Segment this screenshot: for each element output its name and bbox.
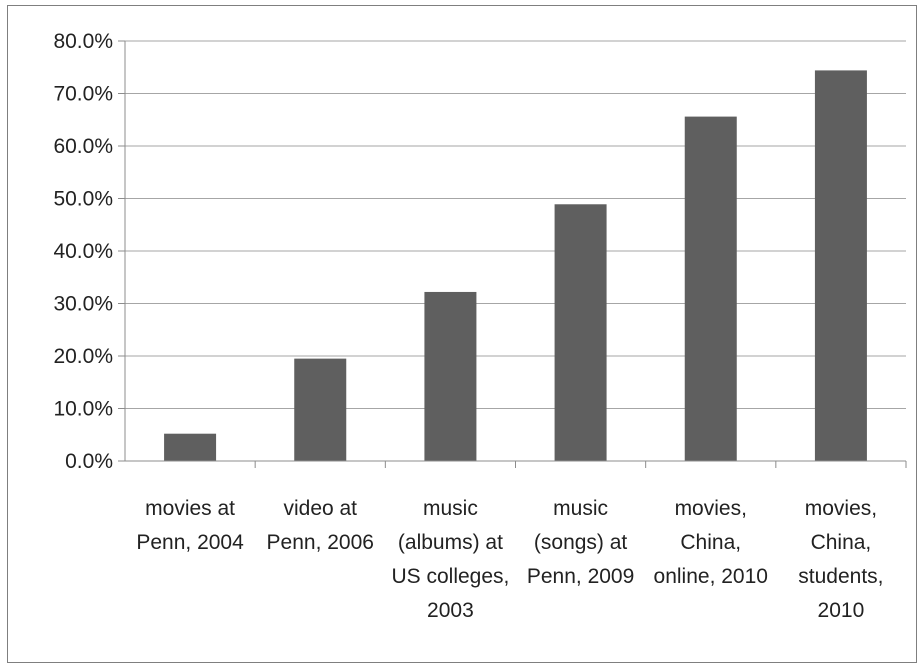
y-tick-label: 0.0% xyxy=(65,450,113,473)
axes xyxy=(118,40,907,468)
y-tick-label: 20.0% xyxy=(53,345,113,368)
chart-frame: 0.0% 10.0% 20.0% 30.0% 40.0% 50.0% 60.0% 70.0% 8… xyxy=(7,5,917,663)
bar xyxy=(814,70,867,462)
bar xyxy=(684,116,737,461)
bar xyxy=(424,291,477,461)
x-category-label: movies at Penn, 2004 xyxy=(136,497,244,554)
bar-chart: 0.0% 10.0% 20.0% 30.0% 40.0% 50.0% 60.0% 70.0% 8… xyxy=(53,30,907,622)
bar xyxy=(294,358,347,461)
y-tick-label: 70.0% xyxy=(53,83,113,106)
x-category-label: movies, China, students, 2010 xyxy=(798,497,883,622)
bar xyxy=(554,204,607,461)
y-tick-label: 40.0% xyxy=(53,240,113,263)
x-category-label: music (songs) at Penn, 2009 xyxy=(527,497,634,588)
y-tick-label: 60.0% xyxy=(53,135,113,158)
bar xyxy=(164,433,217,461)
y-tick-label: 80.0% xyxy=(53,30,113,53)
x-category-label: video at Penn, 2006 xyxy=(267,497,374,554)
y-tick-label: 30.0% xyxy=(53,293,113,316)
bars xyxy=(164,70,867,462)
y-tick-label: 50.0% xyxy=(53,188,113,211)
y-tick-label: 10.0% xyxy=(53,398,113,421)
gridlines xyxy=(125,40,906,409)
x-axis-category-labels: movies at Penn, 2004 video at Penn, 2006 mus… xyxy=(136,497,883,622)
y-axis-tick-labels: 0.0% 10.0% 20.0% 30.0% 40.0% 50.0% 60.0% 70.0% 8… xyxy=(53,30,113,473)
x-category-label: movies, China, online, 2010 xyxy=(654,497,768,588)
x-category-label: music (albums) at US colleges, 2003 xyxy=(391,497,509,622)
